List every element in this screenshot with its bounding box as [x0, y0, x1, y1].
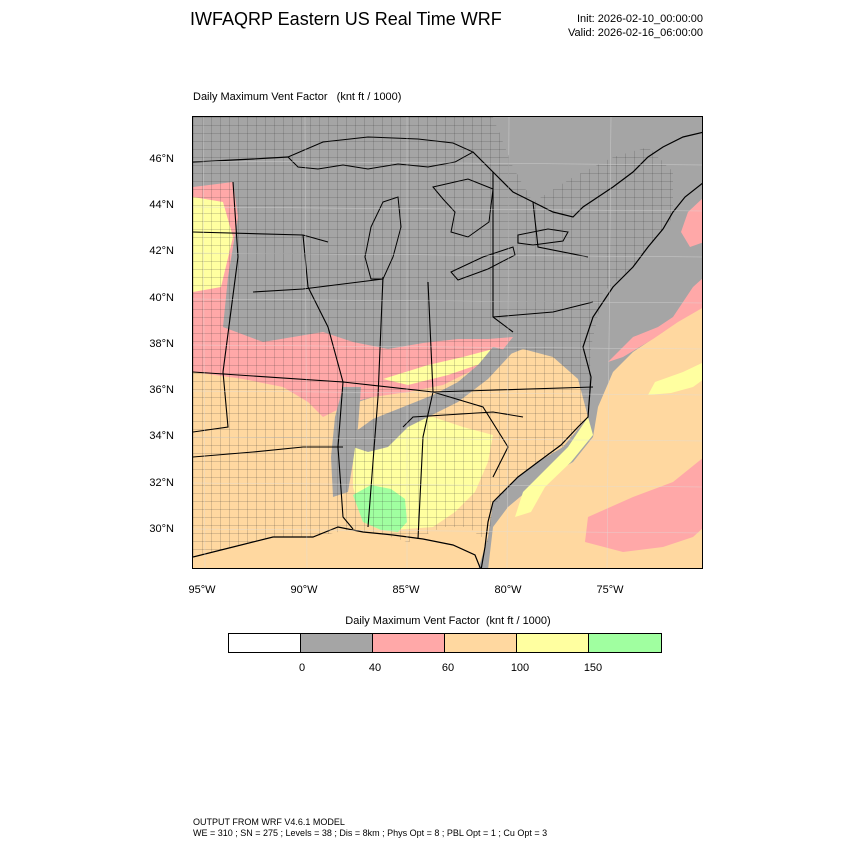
colorbar-tick-label: 40 — [368, 662, 382, 674]
lat-label-34n: 34°N — [149, 430, 174, 442]
lon-label-95w: 95°W — [188, 584, 216, 596]
model-config: WE = 310 ; SN = 275 ; Levels = 38 ; Dis … — [193, 828, 548, 838]
colorbar-box-yellow — [517, 634, 589, 652]
lat-label-36n: 36°N — [149, 384, 174, 396]
lat-label-30n: 30°N — [149, 523, 174, 535]
ocean-yellow-swirl — [515, 417, 593, 517]
gulf-coastline — [193, 526, 481, 568]
colorbar-tick-label: 60 — [441, 662, 455, 674]
chart-title: IWFAQRP Eastern US Real Time WRF — [190, 9, 502, 29]
lat-label-32n: 32°N — [149, 477, 174, 489]
plot-title: Daily Maximum Vent Factor (knt ft / 1000… — [193, 91, 402, 103]
colorbar-box-pink — [373, 634, 445, 652]
colorbar — [228, 633, 662, 653]
lat-label-40n: 40°N — [149, 292, 174, 304]
lon-label-85w: 85°W — [392, 584, 420, 596]
atlantic-coastline — [480, 182, 702, 568]
lon-label-80w: 80°W — [494, 584, 522, 596]
init-time: Init: 2026-02-10_00:00:00 — [577, 13, 703, 25]
colorbar-title: Daily Maximum Vent Factor (knt ft / 1000… — [345, 615, 551, 627]
colorbar-tick-label: 0 — [298, 662, 306, 674]
ocean-pink-region-south — [585, 458, 702, 552]
lat-label-46n: 46°N — [149, 153, 174, 165]
ocean-yellow-region — [648, 362, 702, 395]
map-canvas — [193, 117, 702, 568]
lat-label-42n: 42°N — [149, 245, 174, 257]
colorbar-tick-label: 100 — [510, 662, 530, 674]
lon-label-90w: 90°W — [290, 584, 318, 596]
lat-label-44n: 44°N — [149, 199, 174, 211]
ocean-pink-region-north — [608, 278, 702, 362]
lon-label-75w: 75°W — [596, 584, 624, 596]
colorbar-tick-label: 150 — [583, 662, 603, 674]
colorbar-box-green — [589, 634, 661, 652]
graticule — [193, 117, 702, 568]
colorbar-box-orange — [445, 634, 517, 652]
colorbar-box-white — [229, 634, 301, 652]
map-frame — [192, 116, 703, 569]
valid-time: Valid: 2026-02-16_06:00:00 — [568, 27, 703, 39]
model-info: OUTPUT FROM WRF V4.6.1 MODEL — [193, 817, 345, 827]
lat-label-38n: 38°N — [149, 338, 174, 350]
colorbar-box-grey — [301, 634, 373, 652]
